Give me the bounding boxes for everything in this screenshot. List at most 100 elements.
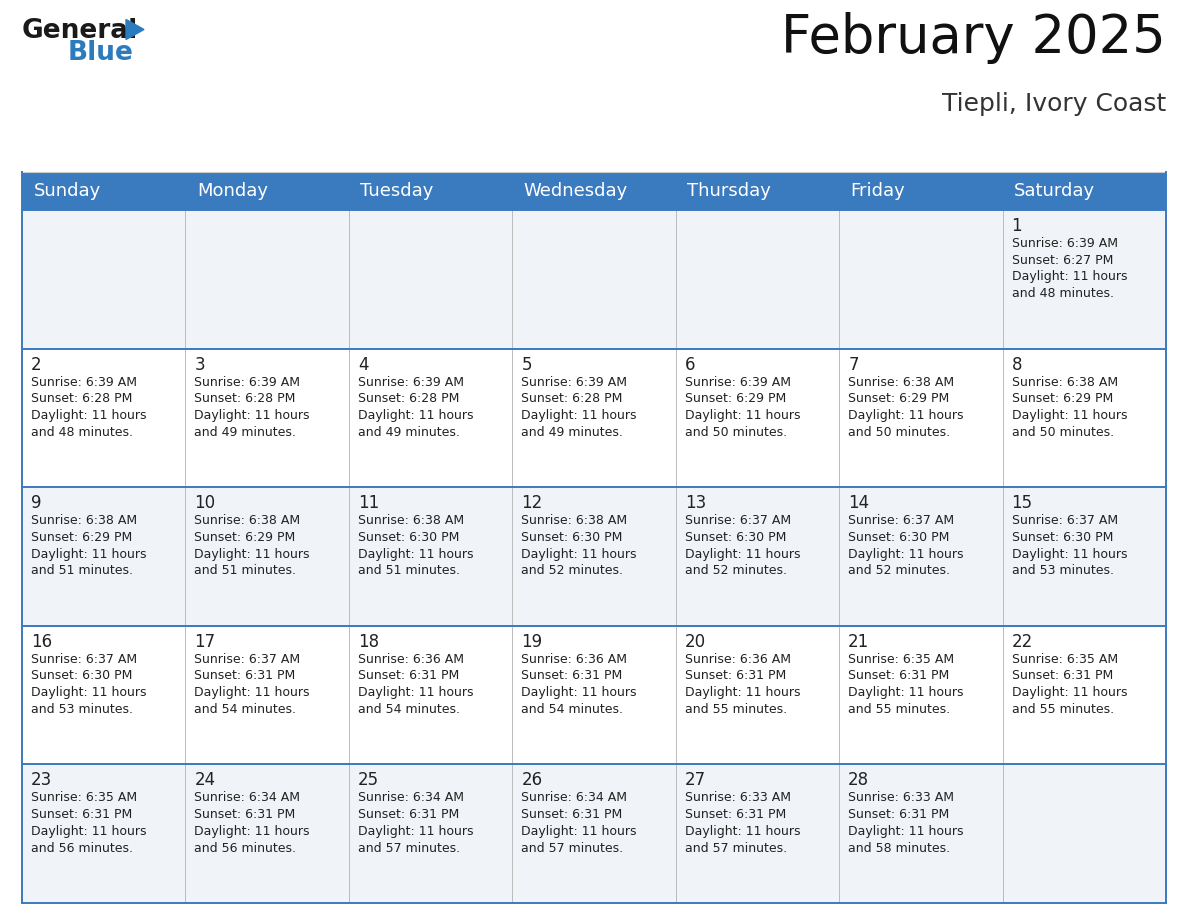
Bar [23, 626, 185, 765]
Text: Daylight: 11 hours: Daylight: 11 hours [522, 824, 637, 838]
Text: Sunrise: 6:36 AM: Sunrise: 6:36 AM [684, 653, 791, 666]
Text: and 55 minutes.: and 55 minutes. [1011, 703, 1113, 716]
Bar [185, 210, 349, 349]
Text: Sunset: 6:29 PM: Sunset: 6:29 PM [195, 531, 296, 543]
Text: and 56 minutes.: and 56 minutes. [195, 842, 297, 855]
Bar [1003, 172, 1165, 210]
Text: and 58 minutes.: and 58 minutes. [848, 842, 950, 855]
Text: Sunrise: 6:33 AM: Sunrise: 6:33 AM [684, 791, 791, 804]
Text: Sunrise: 6:38 AM: Sunrise: 6:38 AM [522, 514, 627, 527]
Bar [185, 349, 349, 487]
Text: Sunset: 6:31 PM: Sunset: 6:31 PM [358, 808, 459, 821]
Text: Daylight: 11 hours: Daylight: 11 hours [1011, 409, 1127, 422]
Bar [349, 626, 512, 765]
Bar [185, 487, 349, 626]
Text: Sunrise: 6:34 AM: Sunrise: 6:34 AM [358, 791, 463, 804]
Text: Daylight: 11 hours: Daylight: 11 hours [358, 548, 473, 561]
Text: Sunday: Sunday [33, 182, 101, 200]
Text: 11: 11 [358, 494, 379, 512]
Text: and 57 minutes.: and 57 minutes. [522, 842, 624, 855]
Bar [1003, 765, 1165, 903]
Text: Daylight: 11 hours: Daylight: 11 hours [1011, 686, 1127, 700]
Text: and 51 minutes.: and 51 minutes. [195, 565, 297, 577]
Text: Thursday: Thursday [687, 182, 771, 200]
Text: Sunset: 6:31 PM: Sunset: 6:31 PM [684, 669, 786, 682]
Text: 28: 28 [848, 771, 870, 789]
Text: 4: 4 [358, 355, 368, 374]
Bar [23, 210, 185, 349]
Bar [512, 626, 676, 765]
Text: Daylight: 11 hours: Daylight: 11 hours [195, 686, 310, 700]
Text: and 49 minutes.: and 49 minutes. [522, 426, 624, 439]
Text: Daylight: 11 hours: Daylight: 11 hours [31, 686, 146, 700]
Bar [23, 172, 185, 210]
Text: 18: 18 [358, 633, 379, 651]
Text: Sunset: 6:31 PM: Sunset: 6:31 PM [358, 669, 459, 682]
Bar [185, 172, 349, 210]
Text: 8: 8 [1011, 355, 1022, 374]
Text: Daylight: 11 hours: Daylight: 11 hours [522, 409, 637, 422]
Text: Sunrise: 6:38 AM: Sunrise: 6:38 AM [31, 514, 137, 527]
Text: Sunrise: 6:36 AM: Sunrise: 6:36 AM [358, 653, 463, 666]
Text: Blue: Blue [68, 40, 134, 66]
Text: Sunrise: 6:35 AM: Sunrise: 6:35 AM [1011, 653, 1118, 666]
Text: 17: 17 [195, 633, 215, 651]
Bar [512, 172, 676, 210]
Bar [676, 172, 839, 210]
Text: Sunset: 6:30 PM: Sunset: 6:30 PM [1011, 531, 1113, 543]
Bar [23, 765, 185, 903]
Text: and 48 minutes.: and 48 minutes. [1011, 287, 1113, 300]
Text: Sunset: 6:27 PM: Sunset: 6:27 PM [1011, 253, 1113, 267]
Bar [349, 172, 512, 210]
Text: 26: 26 [522, 771, 543, 789]
Text: Monday: Monday [197, 182, 267, 200]
Text: and 49 minutes.: and 49 minutes. [358, 426, 460, 439]
Text: and 57 minutes.: and 57 minutes. [684, 842, 786, 855]
Text: Sunset: 6:30 PM: Sunset: 6:30 PM [848, 531, 949, 543]
Text: Sunset: 6:29 PM: Sunset: 6:29 PM [848, 392, 949, 406]
Text: 5: 5 [522, 355, 532, 374]
Text: and 54 minutes.: and 54 minutes. [195, 703, 297, 716]
Bar [512, 349, 676, 487]
Text: Sunrise: 6:39 AM: Sunrise: 6:39 AM [684, 375, 791, 388]
Text: and 51 minutes.: and 51 minutes. [31, 565, 133, 577]
Text: Sunset: 6:29 PM: Sunset: 6:29 PM [684, 392, 786, 406]
Text: 12: 12 [522, 494, 543, 512]
Text: 27: 27 [684, 771, 706, 789]
Text: Daylight: 11 hours: Daylight: 11 hours [848, 548, 963, 561]
Text: 1: 1 [1011, 217, 1022, 235]
Text: Sunset: 6:31 PM: Sunset: 6:31 PM [522, 808, 623, 821]
Bar [1003, 210, 1165, 349]
Text: Daylight: 11 hours: Daylight: 11 hours [522, 686, 637, 700]
Bar [839, 487, 1003, 626]
Text: 16: 16 [31, 633, 52, 651]
Bar [1003, 487, 1165, 626]
Bar [1003, 626, 1165, 765]
Text: and 56 minutes.: and 56 minutes. [31, 842, 133, 855]
Text: Sunrise: 6:39 AM: Sunrise: 6:39 AM [195, 375, 301, 388]
Bar [839, 210, 1003, 349]
Text: Sunrise: 6:37 AM: Sunrise: 6:37 AM [195, 653, 301, 666]
Text: Daylight: 11 hours: Daylight: 11 hours [195, 409, 310, 422]
Text: Sunset: 6:28 PM: Sunset: 6:28 PM [358, 392, 460, 406]
Text: and 53 minutes.: and 53 minutes. [31, 703, 133, 716]
Bar [349, 349, 512, 487]
Text: Tiepli, Ivory Coast: Tiepli, Ivory Coast [942, 92, 1165, 116]
Text: and 52 minutes.: and 52 minutes. [848, 565, 950, 577]
Text: Friday: Friday [851, 182, 905, 200]
Text: Sunrise: 6:38 AM: Sunrise: 6:38 AM [848, 375, 954, 388]
Text: 21: 21 [848, 633, 870, 651]
Bar [676, 626, 839, 765]
Text: 7: 7 [848, 355, 859, 374]
Text: Sunset: 6:31 PM: Sunset: 6:31 PM [848, 808, 949, 821]
Bar [185, 765, 349, 903]
Text: Sunset: 6:28 PM: Sunset: 6:28 PM [31, 392, 132, 406]
Text: Sunset: 6:31 PM: Sunset: 6:31 PM [684, 808, 786, 821]
Text: Sunset: 6:30 PM: Sunset: 6:30 PM [684, 531, 786, 543]
Text: 24: 24 [195, 771, 215, 789]
Text: Sunrise: 6:37 AM: Sunrise: 6:37 AM [684, 514, 791, 527]
Text: Sunrise: 6:34 AM: Sunrise: 6:34 AM [195, 791, 301, 804]
Text: Daylight: 11 hours: Daylight: 11 hours [848, 824, 963, 838]
Text: Daylight: 11 hours: Daylight: 11 hours [684, 686, 801, 700]
Text: Daylight: 11 hours: Daylight: 11 hours [358, 686, 473, 700]
